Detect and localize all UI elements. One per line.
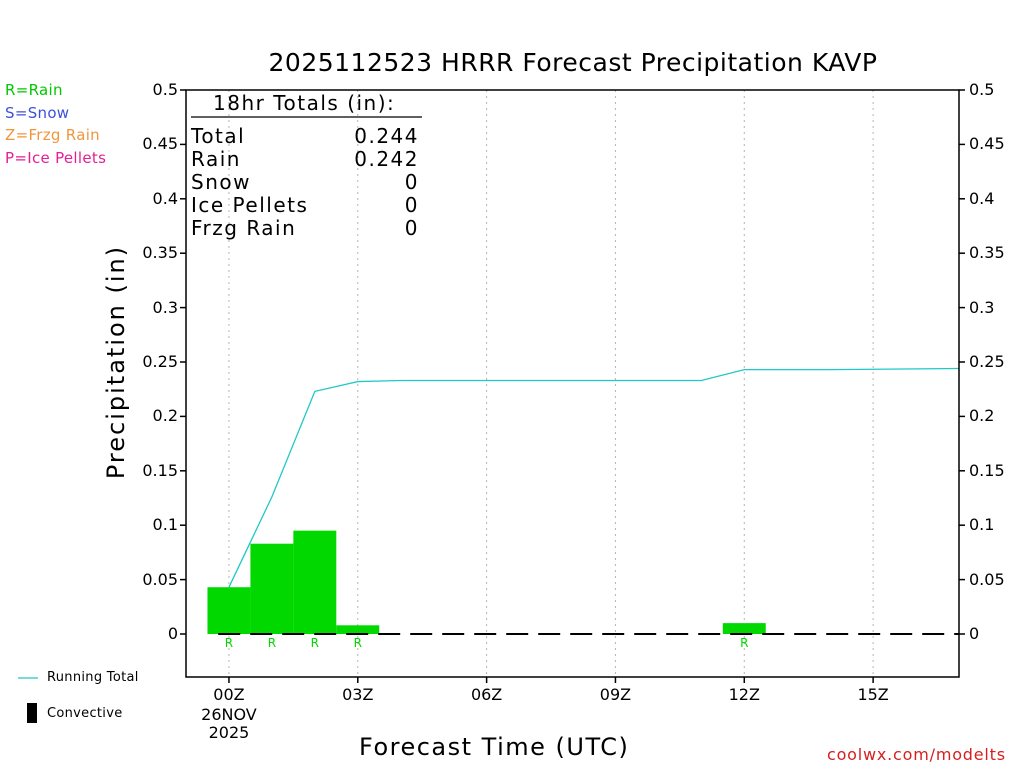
totals-label: Ice Pellets [191,193,309,217]
y-tick-label-right: 0.35 [969,243,1005,263]
legend-ice-pellets: P=Ice Pellets [5,149,107,167]
precip-type-label: R [310,636,319,650]
y-tick-label-right: 0.25 [969,352,1005,371]
precip-type-label: R [267,636,277,650]
totals-label: Rain [191,147,241,171]
y-tick-label-left: 0.5 [152,80,178,99]
y-tick-label-right: 0.1 [969,515,995,535]
y-tick-label-right: 0.45 [969,134,1005,154]
y-tick-label-left: 0.4 [152,188,178,208]
convective-swatch [27,703,37,723]
totals-row-frzg-rain: Frzg Rain 0 [191,216,419,240]
x-tick-label: 06Z [470,685,503,704]
totals-row-snow: Snow 0 [191,170,419,194]
rain-bar [722,623,766,634]
credit-link[interactable]: coolwx.com/modelts [827,745,1006,764]
y-tick-label-right: 0 [969,624,980,643]
y-tick-label-left: 0.05 [142,569,178,589]
chart-title: 2025112523 HRRR Forecast Precipitation K… [268,48,878,77]
legend-convective: Convective [47,706,123,721]
precip-type-label: R [224,636,234,650]
legend-freezing-rain: Z=Frzg Rain [5,126,100,144]
precip-type-label: R [740,636,749,650]
legend-running-total: Running Total [47,670,139,685]
totals-value: 0.244 [354,124,419,148]
precip-type-label: R [353,636,362,650]
totals-row-total: Total 0.244 [191,124,419,148]
totals-value: 0 [404,193,419,217]
rain-bar [207,587,251,634]
legend-rain: R=Rain [5,81,63,99]
x-tick-label: 00Z [213,685,245,704]
totals-label: Total [191,124,246,148]
totals-value: 0 [404,216,419,240]
y-tick-label-left: 0.2 [152,406,178,426]
totals-row-rain: Rain 0.242 [191,147,419,171]
totals-header: 18hr Totals (in): [213,91,396,115]
plot-frame [185,89,960,678]
rain-bar [250,543,294,634]
y-tick-label-left: 0.35 [142,243,178,263]
y-tick-label-left: 0.3 [152,297,178,317]
rain-bar [293,530,337,634]
totals-row-ice-pellets: Ice Pellets 0 [191,193,419,217]
y-tick-label-right: 0.2 [969,406,995,426]
y-tick-label-left: 0.45 [142,134,178,154]
x-axis-label: Forecast Time (UTC) [359,733,630,761]
rain-bar [336,625,380,634]
totals-label: Frzg Rain [191,216,297,240]
totals-value: 0.242 [354,147,419,171]
x-tick-label: 15Z [857,685,889,704]
y-tick-label-right: 0.5 [969,80,995,99]
running-total-line [228,367,960,588]
totals-label: Snow [191,170,251,194]
y-tick-label-right: 0.05 [969,569,1005,589]
legend-snow: S=Snow [5,104,70,122]
y-tick-label-right: 0.15 [969,460,1005,480]
y-tick-label-left: 0.15 [142,460,178,480]
y-tick-label-left: 0.1 [152,515,178,535]
y-tick-label-right: 0.3 [969,297,995,317]
y-tick-label-right: 0.4 [969,188,995,208]
x-tick-label: 12Z [728,685,760,704]
totals-value: 0 [404,170,419,194]
y-tick-label-left: 0.25 [142,352,178,371]
x-tick-date-label: 26NOV [201,705,257,724]
x-tick-label: 09Z [599,685,632,704]
y-tick-label-left: 0 [167,624,178,643]
x-tick-label: 03Z [342,685,374,704]
x-tick-date-label: 2025 [208,723,250,742]
y-axis-label: Precipitation (in) [102,244,130,480]
